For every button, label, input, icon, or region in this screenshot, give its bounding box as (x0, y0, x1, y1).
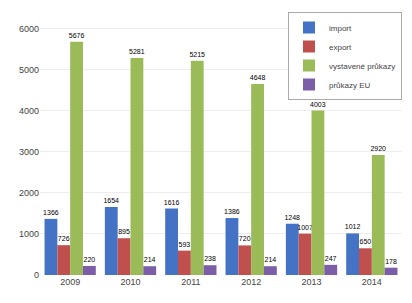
svg-text:178: 178 (385, 258, 397, 265)
svg-text:895: 895 (118, 228, 130, 235)
svg-text:1000: 1000 (19, 229, 39, 239)
svg-text:1012: 1012 (345, 223, 361, 230)
svg-text:1366: 1366 (43, 209, 59, 216)
svg-text:593: 593 (179, 241, 191, 248)
svg-text:1007: 1007 (297, 224, 313, 231)
svg-text:export: export (329, 43, 352, 52)
svg-text:5281: 5281 (129, 48, 145, 55)
svg-text:220: 220 (84, 256, 96, 263)
svg-text:6000: 6000 (19, 24, 39, 34)
svg-text:247: 247 (325, 255, 337, 262)
svg-text:3000: 3000 (19, 147, 39, 157)
svg-text:4000: 4000 (19, 106, 39, 116)
svg-text:vystavené průkazy: vystavené průkazy (329, 62, 395, 71)
svg-text:238: 238 (204, 255, 216, 262)
svg-text:2009: 2009 (60, 277, 80, 287)
svg-text:import: import (329, 24, 352, 33)
svg-text:1248: 1248 (284, 214, 300, 221)
svg-text:2012: 2012 (241, 277, 261, 287)
svg-text:720: 720 (239, 235, 251, 242)
svg-text:2920: 2920 (370, 145, 386, 152)
svg-text:průkazy EU: průkazy EU (329, 81, 371, 90)
svg-text:2010: 2010 (120, 277, 140, 287)
svg-text:1616: 1616 (164, 199, 180, 206)
svg-text:5215: 5215 (189, 51, 205, 58)
svg-text:2014: 2014 (362, 277, 382, 287)
svg-text:2000: 2000 (19, 188, 39, 198)
svg-text:4003: 4003 (310, 101, 326, 108)
svg-text:2013: 2013 (301, 277, 321, 287)
svg-text:0: 0 (34, 270, 39, 280)
svg-text:5676: 5676 (69, 32, 85, 39)
svg-text:726: 726 (58, 235, 70, 242)
svg-text:2011: 2011 (181, 277, 200, 287)
svg-text:650: 650 (360, 238, 372, 245)
svg-text:1386: 1386 (224, 208, 240, 215)
svg-text:1654: 1654 (103, 197, 119, 204)
svg-text:214: 214 (144, 256, 156, 263)
svg-text:5000: 5000 (19, 65, 39, 75)
svg-text:4648: 4648 (250, 74, 266, 81)
svg-text:214: 214 (265, 256, 277, 263)
